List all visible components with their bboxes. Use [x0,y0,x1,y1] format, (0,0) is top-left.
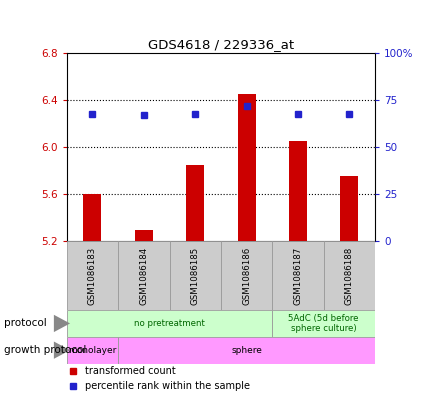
Bar [323,241,374,310]
Bar [118,337,374,364]
Text: GSM1086186: GSM1086186 [242,246,251,305]
Text: no pretreatment: no pretreatment [134,319,205,328]
Text: GSM1086188: GSM1086188 [344,246,353,305]
Bar [67,337,118,364]
Bar [288,141,306,241]
Text: protocol: protocol [4,318,47,329]
Title: GDS4618 / 229336_at: GDS4618 / 229336_at [147,39,293,51]
Bar [237,94,255,241]
Bar [340,176,357,241]
Text: 5AdC (5d before
sphere culture): 5AdC (5d before sphere culture) [288,314,358,333]
Bar [272,310,374,337]
Bar [67,241,118,310]
Text: GSM1086187: GSM1086187 [293,246,302,305]
Text: GSM1086184: GSM1086184 [139,246,148,305]
Text: growth protocol: growth protocol [4,345,86,355]
Bar [186,165,204,241]
Bar [83,194,101,241]
Bar [272,241,323,310]
Text: transformed count: transformed count [85,366,175,376]
Text: GSM1086183: GSM1086183 [88,246,97,305]
Text: sphere: sphere [230,346,261,354]
Bar [135,230,153,241]
Bar [118,241,169,310]
Bar [67,310,272,337]
Text: monolayer: monolayer [68,346,117,354]
Text: GSM1086185: GSM1086185 [190,246,199,305]
Text: percentile rank within the sample: percentile rank within the sample [85,381,250,391]
Bar [221,241,272,310]
Bar [169,241,220,310]
